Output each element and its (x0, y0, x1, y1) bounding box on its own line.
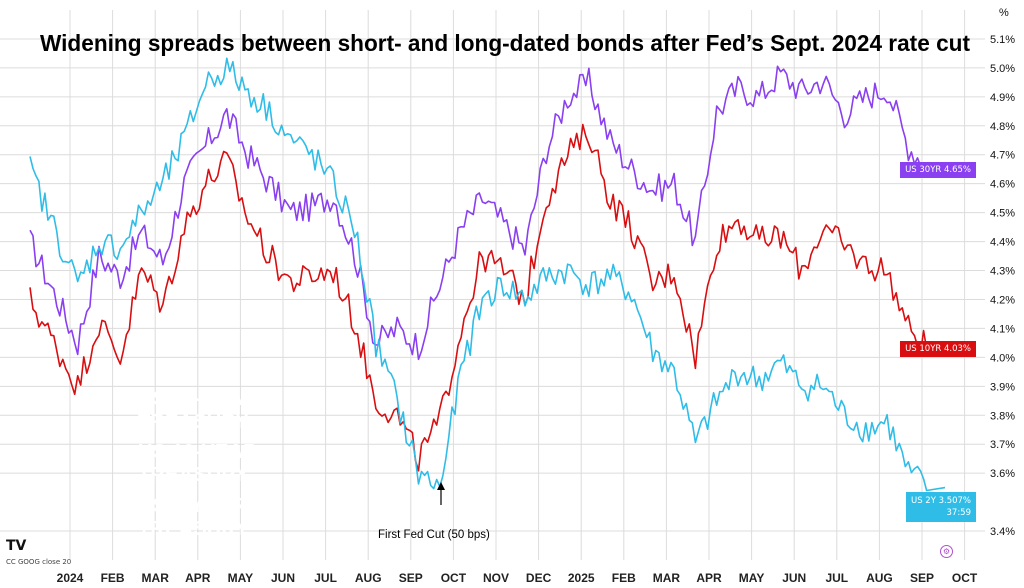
y-axis-unit: % (999, 7, 1009, 19)
x-tick-label: APR (185, 571, 211, 585)
series-line-2 (29, 57, 946, 492)
y-tick-label: 4.7% (990, 150, 1015, 162)
y-tick-label: 4.8% (990, 121, 1015, 133)
legend-label: US 2-YEAR TREASURY (138, 495, 249, 540)
tradingview-logo: TV (6, 538, 27, 554)
footnote: CC GOOG close 20 (6, 558, 72, 566)
x-tick-label: OCT (441, 571, 467, 585)
chart-title: Widening spreads between short- and long… (40, 30, 970, 56)
legend-label: US 10-YEAR TREASURY (138, 441, 258, 486)
end-tag-label: US 30YR 4.65% (905, 165, 971, 175)
end-tag-label: US 2Y 3.507% (910, 496, 971, 506)
x-tick-label: AUG (866, 571, 893, 585)
legend-item-30yr: US 30-YEAR TREASURY (130, 388, 338, 433)
settings-icon[interactable]: ⚙ (940, 545, 953, 558)
series-line-1 (29, 123, 945, 472)
legend-item-2yr: US 2-YEAR TREASURY (130, 495, 338, 540)
y-tick-label: 4.4% (990, 237, 1015, 249)
end-tag-30yr: US 30YR 4.65% (900, 162, 976, 178)
x-tick-label: OCT (952, 571, 978, 585)
y-tick-label: 3.4% (990, 526, 1015, 538)
x-tick-label: MAY (739, 571, 765, 585)
x-tick-label: JUL (314, 571, 337, 585)
x-tick-label: NOV (483, 571, 509, 585)
y-tick-label: 3.8% (990, 410, 1015, 422)
end-tag-2yr: US 2Y 3.507% 37:59 (905, 492, 976, 522)
y-tick-label: 3.9% (990, 381, 1015, 393)
end-tag-10yr: US 10YR 4.03% (900, 341, 976, 357)
y-tick-label: 4.0% (990, 352, 1015, 364)
y-tick-label: 5.0% (990, 63, 1015, 75)
y-tick-label: 4.5% (990, 208, 1015, 220)
x-tick-label: SEP (399, 571, 423, 585)
x-tick-label: AUG (355, 571, 382, 585)
y-tick-label: 3.7% (990, 439, 1015, 451)
annotation: First Fed Cut (50 bps) (378, 482, 490, 541)
y-tick-label: 4.1% (990, 323, 1015, 335)
annotation-label: First Fed Cut (50 bps) (378, 529, 490, 541)
y-tick-label: 3.6% (990, 468, 1015, 480)
annotation-arrow-head (437, 482, 445, 490)
legend-label: US 30-YEAR TREASURY (138, 388, 258, 433)
y-tick-label: 4.2% (990, 294, 1015, 306)
x-tick-label: MAR (142, 571, 170, 585)
y-tick-label: 4.6% (990, 179, 1015, 191)
x-tick-label: 2025 (568, 571, 595, 585)
x-tick-label: APR (696, 571, 722, 585)
y-axis-ticks: 5.1% 5.0% 4.9% 4.8% 4.7% 4.6% 4.5% 4.4% 4.3% 4.2%… (990, 34, 1015, 538)
grid-lines (0, 10, 985, 560)
series-lines (29, 57, 946, 492)
x-tick-label: JUL (825, 571, 848, 585)
x-tick-label: 2024 (57, 571, 84, 585)
x-tick-label: FEB (101, 571, 125, 585)
x-tick-label: DEC (526, 571, 552, 585)
x-tick-label: JUN (782, 571, 806, 585)
y-tick-label: 4.9% (990, 92, 1015, 104)
x-axis-ticks: 2024 FEB MAR APR MAY JUN JUL AUG SEP OCT NOV DEC 202… (57, 571, 978, 585)
x-tick-label: JUN (271, 571, 295, 585)
series-line-0 (29, 65, 946, 361)
y-tick-label: 4.3% (990, 266, 1015, 278)
x-tick-label: MAY (228, 571, 254, 585)
x-tick-label: MAR (653, 571, 681, 585)
y-tick-label: 5.1% (990, 34, 1015, 46)
legend-item-10yr: US 10-YEAR TREASURY (130, 441, 338, 486)
x-tick-label: FEB (612, 571, 636, 585)
end-tag-label: US 10YR 4.03% (905, 344, 971, 354)
end-tag-countdown: 37:59 (946, 508, 972, 518)
x-tick-label: SEP (910, 571, 934, 585)
